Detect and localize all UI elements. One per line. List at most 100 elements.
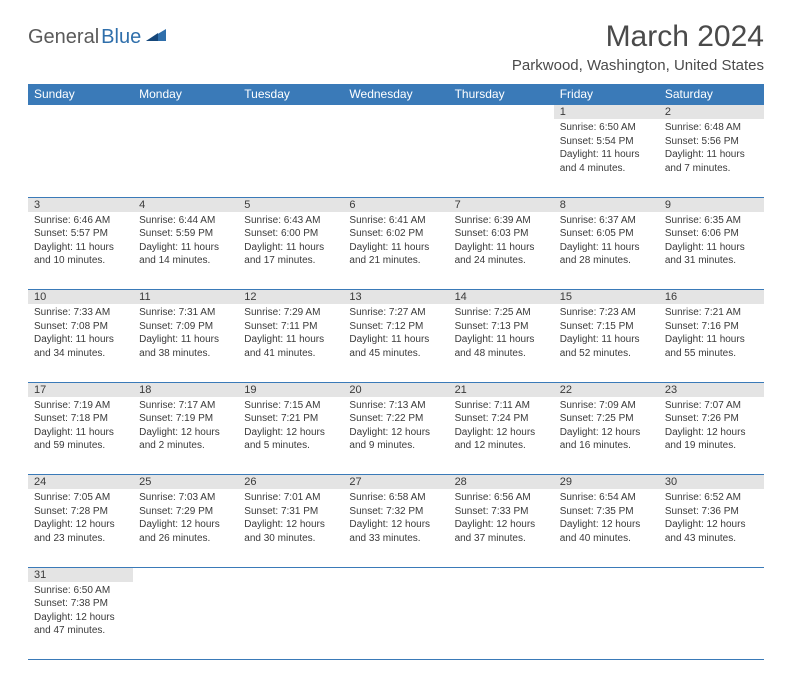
day-number-cell bbox=[238, 105, 343, 120]
day-cell bbox=[238, 582, 343, 660]
day-cell-body: Sunrise: 7:31 AMSunset: 7:09 PMDaylight:… bbox=[133, 304, 238, 364]
day-cell-body: Sunrise: 6:41 AMSunset: 6:02 PMDaylight:… bbox=[343, 212, 448, 272]
day-cell bbox=[343, 119, 448, 197]
day-cell-body: Sunrise: 6:52 AMSunset: 7:36 PMDaylight:… bbox=[659, 489, 764, 549]
day-cell-body: Sunrise: 7:05 AMSunset: 7:28 PMDaylight:… bbox=[28, 489, 133, 549]
day-number-cell: 30 bbox=[659, 475, 764, 490]
day-cell-body: Sunrise: 6:48 AMSunset: 5:56 PMDaylight:… bbox=[659, 119, 764, 179]
week-row: Sunrise: 6:50 AMSunset: 7:38 PMDaylight:… bbox=[28, 582, 764, 660]
day-number-cell: 24 bbox=[28, 475, 133, 490]
weekday-header: Sunday bbox=[28, 84, 133, 105]
day-number-cell bbox=[554, 567, 659, 582]
day-cell: Sunrise: 6:58 AMSunset: 7:32 PMDaylight:… bbox=[343, 489, 448, 567]
daynum-row: 31 bbox=[28, 567, 764, 582]
day-cell: Sunrise: 7:23 AMSunset: 7:15 PMDaylight:… bbox=[554, 304, 659, 382]
day-number-cell: 13 bbox=[343, 290, 448, 305]
day-number-cell bbox=[449, 567, 554, 582]
day-cell: Sunrise: 7:05 AMSunset: 7:28 PMDaylight:… bbox=[28, 489, 133, 567]
day-cell-body: Sunrise: 6:39 AMSunset: 6:03 PMDaylight:… bbox=[449, 212, 554, 272]
day-cell-body: Sunrise: 7:13 AMSunset: 7:22 PMDaylight:… bbox=[343, 397, 448, 457]
day-number-cell: 21 bbox=[449, 382, 554, 397]
day-number-cell bbox=[449, 105, 554, 120]
day-cell-body: Sunrise: 7:29 AMSunset: 7:11 PMDaylight:… bbox=[238, 304, 343, 364]
day-number-cell bbox=[343, 567, 448, 582]
location-subtitle: Parkwood, Washington, United States bbox=[512, 57, 764, 74]
day-cell-body: Sunrise: 7:23 AMSunset: 7:15 PMDaylight:… bbox=[554, 304, 659, 364]
day-number-cell: 2 bbox=[659, 105, 764, 120]
day-number-cell bbox=[28, 105, 133, 120]
day-number-cell: 5 bbox=[238, 197, 343, 212]
day-cell: Sunrise: 7:29 AMSunset: 7:11 PMDaylight:… bbox=[238, 304, 343, 382]
week-row: Sunrise: 7:19 AMSunset: 7:18 PMDaylight:… bbox=[28, 397, 764, 475]
day-cell: Sunrise: 7:07 AMSunset: 7:26 PMDaylight:… bbox=[659, 397, 764, 475]
day-cell: Sunrise: 7:11 AMSunset: 7:24 PMDaylight:… bbox=[449, 397, 554, 475]
day-number-cell: 9 bbox=[659, 197, 764, 212]
day-cell: Sunrise: 6:35 AMSunset: 6:06 PMDaylight:… bbox=[659, 212, 764, 290]
day-cell: Sunrise: 7:19 AMSunset: 7:18 PMDaylight:… bbox=[28, 397, 133, 475]
daynum-row: 3456789 bbox=[28, 197, 764, 212]
day-number-cell: 11 bbox=[133, 290, 238, 305]
day-cell bbox=[133, 119, 238, 197]
day-number-cell bbox=[343, 105, 448, 120]
day-number-cell: 10 bbox=[28, 290, 133, 305]
day-cell: Sunrise: 6:46 AMSunset: 5:57 PMDaylight:… bbox=[28, 212, 133, 290]
day-cell-body: Sunrise: 7:17 AMSunset: 7:19 PMDaylight:… bbox=[133, 397, 238, 457]
day-number-cell: 15 bbox=[554, 290, 659, 305]
day-number-cell: 20 bbox=[343, 382, 448, 397]
day-number-cell: 25 bbox=[133, 475, 238, 490]
week-row: Sunrise: 6:46 AMSunset: 5:57 PMDaylight:… bbox=[28, 212, 764, 290]
day-number-cell: 19 bbox=[238, 382, 343, 397]
day-cell-body: Sunrise: 6:54 AMSunset: 7:35 PMDaylight:… bbox=[554, 489, 659, 549]
weekday-header: Wednesday bbox=[343, 84, 448, 105]
daynum-row: 24252627282930 bbox=[28, 475, 764, 490]
day-cell-body: Sunrise: 6:43 AMSunset: 6:00 PMDaylight:… bbox=[238, 212, 343, 272]
day-cell: Sunrise: 7:03 AMSunset: 7:29 PMDaylight:… bbox=[133, 489, 238, 567]
day-cell: Sunrise: 6:48 AMSunset: 5:56 PMDaylight:… bbox=[659, 119, 764, 197]
day-cell bbox=[28, 119, 133, 197]
day-cell-body: Sunrise: 6:37 AMSunset: 6:05 PMDaylight:… bbox=[554, 212, 659, 272]
day-cell: Sunrise: 6:44 AMSunset: 5:59 PMDaylight:… bbox=[133, 212, 238, 290]
day-number-cell: 14 bbox=[449, 290, 554, 305]
day-cell-body: Sunrise: 6:58 AMSunset: 7:32 PMDaylight:… bbox=[343, 489, 448, 549]
day-cell-body: Sunrise: 6:35 AMSunset: 6:06 PMDaylight:… bbox=[659, 212, 764, 272]
day-cell: Sunrise: 7:09 AMSunset: 7:25 PMDaylight:… bbox=[554, 397, 659, 475]
week-row: Sunrise: 6:50 AMSunset: 5:54 PMDaylight:… bbox=[28, 119, 764, 197]
weekday-header: Monday bbox=[133, 84, 238, 105]
day-cell-body: Sunrise: 7:07 AMSunset: 7:26 PMDaylight:… bbox=[659, 397, 764, 457]
logo-text-general: General bbox=[28, 26, 99, 49]
day-number-cell: 31 bbox=[28, 567, 133, 582]
daynum-row: 10111213141516 bbox=[28, 290, 764, 305]
day-cell: Sunrise: 7:21 AMSunset: 7:16 PMDaylight:… bbox=[659, 304, 764, 382]
day-cell bbox=[238, 119, 343, 197]
day-cell: Sunrise: 6:50 AMSunset: 7:38 PMDaylight:… bbox=[28, 582, 133, 660]
day-cell-body: Sunrise: 7:09 AMSunset: 7:25 PMDaylight:… bbox=[554, 397, 659, 457]
day-cell-body: Sunrise: 6:46 AMSunset: 5:57 PMDaylight:… bbox=[28, 212, 133, 272]
day-cell: Sunrise: 7:13 AMSunset: 7:22 PMDaylight:… bbox=[343, 397, 448, 475]
day-cell: Sunrise: 6:37 AMSunset: 6:05 PMDaylight:… bbox=[554, 212, 659, 290]
day-cell: Sunrise: 7:25 AMSunset: 7:13 PMDaylight:… bbox=[449, 304, 554, 382]
week-row: Sunrise: 7:33 AMSunset: 7:08 PMDaylight:… bbox=[28, 304, 764, 382]
day-number-cell: 29 bbox=[554, 475, 659, 490]
day-number-cell bbox=[133, 105, 238, 120]
day-number-cell bbox=[133, 567, 238, 582]
day-cell bbox=[343, 582, 448, 660]
day-cell: Sunrise: 6:41 AMSunset: 6:02 PMDaylight:… bbox=[343, 212, 448, 290]
day-cell-body: Sunrise: 7:27 AMSunset: 7:12 PMDaylight:… bbox=[343, 304, 448, 364]
month-title: March 2024 bbox=[512, 20, 764, 54]
weekday-header: Saturday bbox=[659, 84, 764, 105]
day-cell-body: Sunrise: 7:15 AMSunset: 7:21 PMDaylight:… bbox=[238, 397, 343, 457]
daynum-row: 12 bbox=[28, 105, 764, 120]
day-number-cell: 16 bbox=[659, 290, 764, 305]
day-cell-body: Sunrise: 7:33 AMSunset: 7:08 PMDaylight:… bbox=[28, 304, 133, 364]
title-block: March 2024 Parkwood, Washington, United … bbox=[512, 20, 764, 74]
day-cell-body: Sunrise: 6:44 AMSunset: 5:59 PMDaylight:… bbox=[133, 212, 238, 272]
day-number-cell: 12 bbox=[238, 290, 343, 305]
calendar-table: Sunday Monday Tuesday Wednesday Thursday… bbox=[28, 84, 764, 660]
flag-icon bbox=[146, 27, 168, 48]
day-number-cell: 22 bbox=[554, 382, 659, 397]
day-cell bbox=[449, 582, 554, 660]
day-cell-body: Sunrise: 7:19 AMSunset: 7:18 PMDaylight:… bbox=[28, 397, 133, 457]
day-number-cell: 18 bbox=[133, 382, 238, 397]
day-number-cell: 8 bbox=[554, 197, 659, 212]
header: General Blue March 2024 Parkwood, Washin… bbox=[28, 20, 764, 74]
